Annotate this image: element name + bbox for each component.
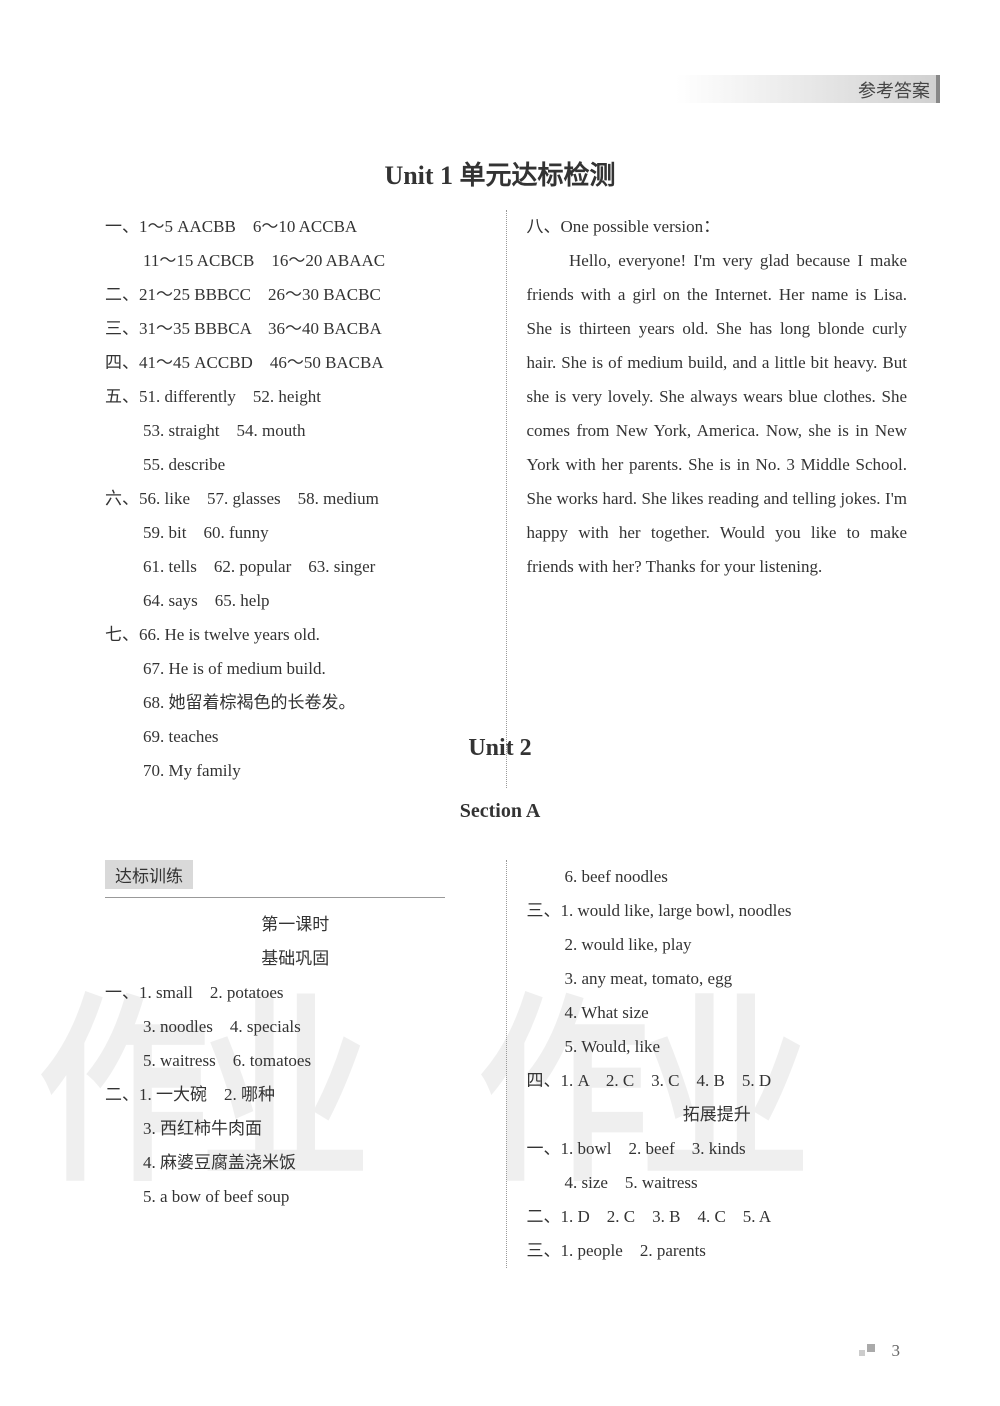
answer-line: 59. bit 60. funny	[105, 516, 486, 550]
essay-heading: 八、One possible version：	[527, 210, 908, 244]
header-bar: 参考答案	[60, 75, 940, 103]
lesson-label: 第一课时	[105, 908, 486, 942]
unit1-right-column: 八、One possible version： Hello, everyone!…	[509, 210, 908, 788]
page-decoration-icon	[855, 1344, 875, 1358]
answer-line: 5. waitress 6. tomatoes	[105, 1044, 486, 1078]
answer-line: 三、31～35 BBBCA 36～40 BACBA	[105, 312, 486, 346]
answer-line: 5. a bow of beef soup	[105, 1180, 486, 1214]
answer-line: 5. Would, like	[527, 1030, 908, 1064]
answer-line: 三、1. people 2. parents	[527, 1234, 908, 1268]
answer-line: 11～15 ACBCB 16～20 ABAAC	[105, 244, 486, 278]
section-box: 达标训练	[105, 860, 193, 889]
answer-line: 3. any meat, tomato, egg	[527, 962, 908, 996]
answer-line: 55. describe	[105, 448, 486, 482]
answer-line: 七、66. He is twelve years old.	[105, 618, 486, 652]
column-divider	[506, 860, 507, 1268]
page-number: 3	[892, 1341, 901, 1361]
answer-line: 4. 麻婆豆腐盖浇米饭	[105, 1146, 486, 1180]
answer-line: 64. says 65. help	[105, 584, 486, 618]
answer-line: 三、1. would like, large bowl, noodles	[527, 894, 908, 928]
essay-body: Hello, everyone! I'm very glad because I…	[527, 244, 908, 584]
answer-line: 6. beef noodles	[527, 860, 908, 894]
header-label: 参考答案	[858, 77, 930, 103]
answer-line: 五、51. differently 52. height	[105, 380, 486, 414]
answer-line: 67. He is of medium build.	[105, 652, 486, 686]
unit2-section: Section A	[0, 800, 1000, 823]
answer-line: 3. noodles 4. specials	[105, 1010, 486, 1044]
unit2-left-column: 达标训练 第一课时 基础巩固 一、1. small 2. potatoes3. …	[105, 860, 504, 1268]
answer-line: 一、1. bowl 2. beef 3. kinds	[527, 1132, 908, 1166]
answer-line: 六、56. like 57. glasses 58. medium	[105, 482, 486, 516]
unit1-left-column: 一、1～5 AACBB 6～10 ACCBA11～15 ACBCB 16～20 …	[105, 210, 504, 788]
answer-line: 二、21～25 BBBCC 26～30 BACBC	[105, 278, 486, 312]
header-accent	[936, 75, 940, 103]
answer-line: 61. tells 62. popular 63. singer	[105, 550, 486, 584]
answer-line: 四、41～45 ACCBD 46～50 BACBA	[105, 346, 486, 380]
answer-line: 3. 西红柿牛肉面	[105, 1112, 486, 1146]
column-divider	[506, 210, 507, 788]
answer-line: 68. 她留着棕褐色的长卷发。	[105, 686, 486, 720]
unit2-right-column: 6. beef noodles三、1. would like, large bo…	[509, 860, 908, 1268]
answer-line: 二、1. D 2. C 3. B 4. C 5. A	[527, 1200, 908, 1234]
unit2-title: Unit 2	[0, 735, 1000, 762]
answer-line: 53. straight 54. mouth	[105, 414, 486, 448]
ext-label: 拓展提升	[527, 1098, 908, 1132]
section-underline: 达标训练	[105, 860, 445, 898]
answer-line: 4. size 5. waitress	[527, 1166, 908, 1200]
answer-line: 四、1. A 2. C 3. C 4. B 5. D	[527, 1064, 908, 1098]
unit1-title: Unit 1 单元达标检测	[0, 155, 1000, 192]
answer-line: 二、1. 一大碗 2. 哪种	[105, 1078, 486, 1112]
unit1-content: 一、1～5 AACBB 6～10 ACCBA11～15 ACBCB 16～20 …	[105, 210, 907, 788]
answer-line: 2. would like, play	[527, 928, 908, 962]
basic-label: 基础巩固	[105, 942, 486, 976]
answer-line: 4. What size	[527, 996, 908, 1030]
answer-line: 一、1. small 2. potatoes	[105, 976, 486, 1010]
unit2-content: 达标训练 第一课时 基础巩固 一、1. small 2. potatoes3. …	[105, 860, 907, 1268]
answer-line: 一、1～5 AACBB 6～10 ACCBA	[105, 210, 486, 244]
